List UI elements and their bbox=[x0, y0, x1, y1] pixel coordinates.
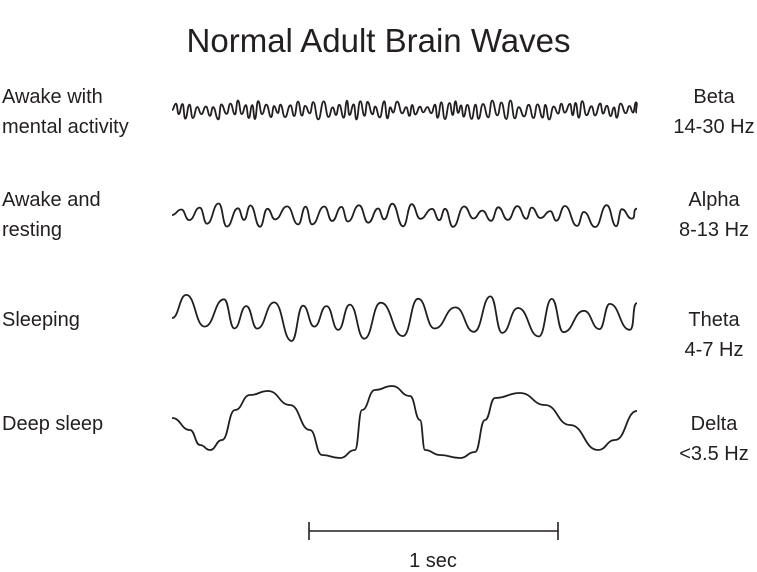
band-range: 14-30 Hz bbox=[673, 116, 755, 138]
state-label-line: Awake with bbox=[2, 86, 103, 108]
delta-wave bbox=[171, 385, 638, 459]
beta-wave bbox=[171, 99, 638, 121]
band-label-delta: Delta <3.5 Hz bbox=[668, 409, 757, 469]
diagram-title: Normal Adult Brain Waves bbox=[186, 22, 571, 59]
band-range: <3.5 Hz bbox=[679, 443, 749, 465]
state-label-beta: Awake with mental activity bbox=[2, 82, 129, 142]
band-label-beta: Beta 14-30 Hz bbox=[668, 82, 757, 142]
band-label-theta: Theta 4-7 Hz bbox=[668, 305, 757, 365]
state-label-line: resting bbox=[2, 219, 63, 241]
band-name: Beta bbox=[693, 86, 735, 108]
state-label-line: Deep sleep bbox=[2, 413, 104, 435]
band-range: 8-13 Hz bbox=[678, 219, 750, 241]
band-range: 4-7 Hz bbox=[684, 339, 744, 361]
band-name: Delta bbox=[690, 413, 738, 435]
state-label-delta: Deep sleep bbox=[2, 409, 103, 439]
band-name: Alpha bbox=[688, 189, 740, 211]
band-name: Theta bbox=[688, 309, 740, 331]
state-label-line: mental activity bbox=[2, 116, 129, 138]
time-scale-bar bbox=[308, 522, 559, 540]
state-label-line: Awake and bbox=[2, 189, 101, 211]
theta-wave bbox=[171, 293, 638, 342]
state-label-line: Sleeping bbox=[2, 309, 80, 331]
band-label-alpha: Alpha 8-13 Hz bbox=[668, 185, 757, 245]
state-label-theta: Sleeping bbox=[2, 305, 80, 335]
state-label-alpha: Awake and resting bbox=[2, 185, 101, 245]
scale-bar-label: 1 sec bbox=[409, 550, 457, 572]
alpha-wave bbox=[171, 202, 638, 228]
